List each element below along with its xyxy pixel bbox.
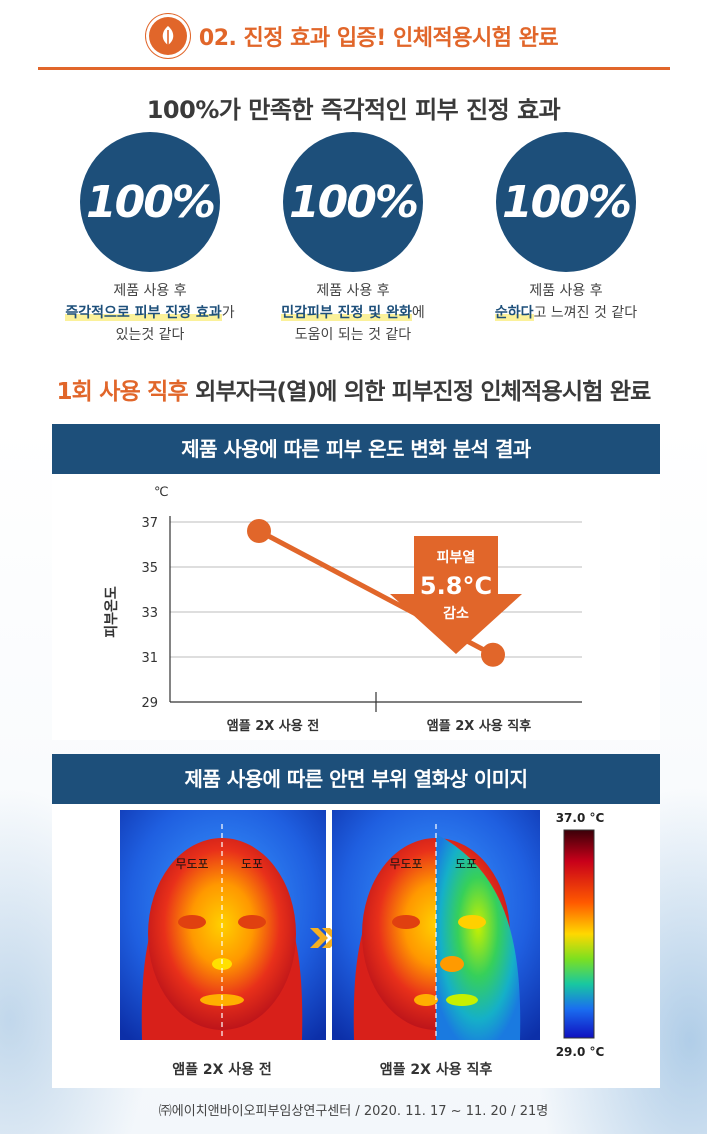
stat-caption-line: 제품 사용 후 (113, 283, 187, 299)
stat-circle: 100% (496, 132, 636, 272)
test-claim: 1회 사용 직후 외부자극(열)에 의한 피부진정 인체적용시험 완료 (0, 372, 707, 406)
chart-axes: 29 31 33 35 37 (141, 516, 582, 712)
untreated-side-label: 무도포 (175, 857, 208, 871)
stat-caption-rest: 가 (221, 305, 235, 321)
temperature-drop-callout: 피부열 5.8°C 감소 (390, 536, 522, 654)
stat-value: 100% (289, 176, 419, 228)
chart-panel-title: 제품 사용에 따른 피부 온도 변화 분석 결과 (52, 424, 660, 474)
stat-value: 100% (502, 176, 632, 228)
stat-caption-line: 도움이 되는 것 같다 (294, 327, 412, 343)
thermal-images: 무도포 도포 무도포 도포 3 (120, 810, 605, 1078)
data-point (481, 642, 505, 667)
stat-caption: 제품 사용 후 순하다고 느껴진 것 같다 (466, 280, 666, 324)
stat-circle: 100% (80, 132, 220, 272)
header-divider (38, 67, 670, 70)
x-category-label: 앰플 2X 사용 전 (227, 718, 319, 734)
callout-value: 5.8°C (420, 572, 492, 600)
stat-caption-rest: 고 느껴진 것 같다 (533, 305, 638, 321)
chart-grid (170, 521, 582, 658)
stat-item-3: 100% 제품 사용 후 순하다고 느껴진 것 같다 (466, 132, 666, 324)
stat-caption-line: 제품 사용 후 (529, 283, 603, 299)
y-tick-label: 29 (141, 696, 158, 711)
satisfaction-subtitle: 100%가 만족한 즉각적인 피부 진정 효과 (146, 96, 561, 124)
y-axis-label: 피부온도 (104, 586, 120, 638)
callout-line1: 피부열 (437, 549, 476, 566)
study-footnote: ㈜에이치앤바이오피부임상연구센터 / 2020. 11. 17 ~ 11. 20… (158, 1104, 549, 1119)
stat-caption: 제품 사용 후 민감피부 진정 및 완화에 도움이 되는 것 같다 (253, 280, 453, 346)
thermal-image-before: 무도포 도포 (120, 810, 326, 1040)
section-header: 02. 진정 효과 입증! 인체적용시험 완료 (0, 14, 707, 58)
treated-side-label: 도포 (455, 857, 477, 871)
scale-max-label: 37.0 °C (556, 811, 605, 825)
claim-rest: 외부자극(열)에 의한 피부진정 인체적용시험 완료 (187, 379, 651, 405)
y-tick-label: 31 (141, 651, 158, 666)
stat-item-2: 100% 제품 사용 후 민감피부 진정 및 완화에 도움이 되는 것 같다 (253, 132, 453, 346)
x-category-label: 앰플 2X 사용 직후 (427, 718, 531, 734)
stat-value: 100% (86, 176, 216, 228)
data-point (247, 519, 271, 543)
stat-caption: 제품 사용 후 즉각적으로 피부 진정 효과가 있는것 같다 (50, 280, 250, 346)
stat-highlight: 민감피부 진정 및 완화 (281, 305, 412, 321)
section-title: 02. 진정 효과 입증! 인체적용시험 완료 (198, 26, 559, 51)
stat-caption-rest: 에 (411, 305, 425, 321)
stat-caption-line: 순하다고 느껴진 것 같다 (466, 302, 666, 324)
stat-caption-line: 즉각적으로 피부 진정 효과가 (50, 302, 250, 324)
y-tick-label: 33 (141, 606, 158, 621)
leaf-icon (148, 17, 187, 55)
stat-caption-line: 있는것 같다 (115, 327, 185, 343)
stat-item-1: 100% 제품 사용 후 즉각적으로 피부 진정 효과가 있는것 같다 (50, 132, 250, 346)
temperature-color-scale: 37.0 °C 29.0 °C (556, 811, 605, 1059)
after-image-caption: 앰플 2X 사용 직후 (380, 1061, 493, 1078)
before-image-caption: 앰플 2X 사용 전 (172, 1061, 272, 1078)
x-axis-categories: 앰플 2X 사용 전 앰플 2X 사용 직후 (227, 718, 531, 734)
callout-line3: 감소 (443, 605, 469, 622)
treated-side-label: 도포 (241, 857, 263, 871)
stat-highlight: 순하다 (494, 305, 534, 321)
stat-caption-line: 제품 사용 후 (316, 283, 390, 299)
stat-caption-line: 민감피부 진정 및 완화에 (253, 302, 453, 324)
temperature-chart-panel: 제품 사용에 따른 피부 온도 변화 분석 결과 ℃ 피부온도 29 31 33 35… (52, 424, 660, 740)
stat-highlight: 즉각적으로 피부 진정 효과 (65, 305, 222, 321)
y-axis-unit: ℃ (154, 485, 169, 500)
scale-min-label: 29.0 °C (556, 1045, 605, 1059)
stat-circle: 100% (283, 132, 423, 272)
y-tick-label: 35 (141, 561, 158, 576)
thermal-panel-title: 제품 사용에 따른 안면 부위 열화상 이미지 (52, 754, 660, 804)
thermal-image-panel: 제품 사용에 따른 안면 부위 열화상 이미지 (52, 754, 660, 1088)
claim-accent: 1회 사용 직후 (56, 379, 188, 405)
y-tick-label: 37 (141, 516, 158, 531)
untreated-side-label: 무도포 (389, 857, 422, 871)
thermal-image-after: 무도포 도포 (332, 810, 540, 1040)
